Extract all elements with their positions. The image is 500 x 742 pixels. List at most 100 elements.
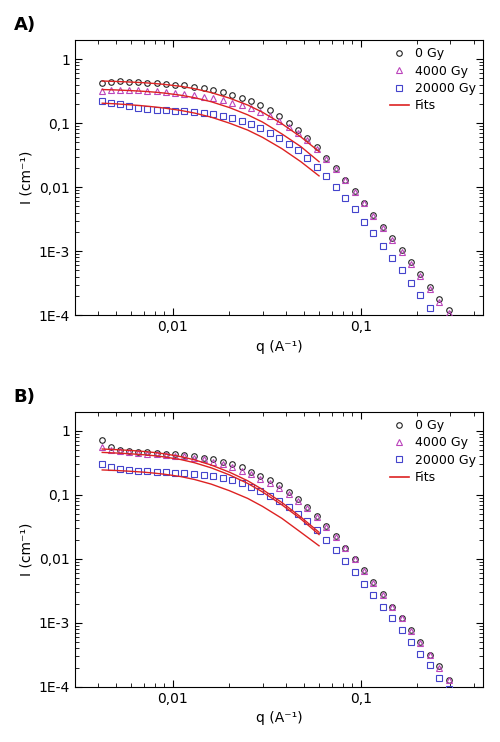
- 20000 Gy: [230, 476, 235, 485]
- 4000 Gy: [418, 638, 424, 647]
- 4000 Gy: [333, 165, 339, 174]
- 20000 Gy: [126, 102, 132, 111]
- Line: 20000 Gy: 20000 Gy: [100, 99, 470, 360]
- Line: 0 Gy: 0 Gy: [100, 437, 470, 706]
- 4000 Gy: [342, 543, 348, 552]
- 20000 Gy: [398, 626, 404, 634]
- 0 Gy: [144, 448, 150, 457]
- 0 Gy: [135, 447, 141, 456]
- 0 Gy: [398, 246, 404, 255]
- 4000 Gy: [295, 496, 301, 505]
- 0 Gy: [201, 453, 207, 462]
- 0 Gy: [389, 234, 395, 243]
- 4000 Gy: [464, 334, 470, 343]
- 0 Gy: [248, 467, 254, 476]
- 4000 Gy: [99, 86, 105, 95]
- 0 Gy: [361, 198, 367, 207]
- 0 Gy: [464, 699, 470, 708]
- Line: 4000 Gy: 4000 Gy: [100, 444, 470, 707]
- 20000 Gy: [220, 473, 226, 482]
- 20000 Gy: [333, 183, 339, 191]
- 20000 Gy: [154, 467, 160, 476]
- 0 Gy: [380, 223, 386, 232]
- 20000 Gy: [220, 111, 226, 120]
- 4000 Gy: [380, 223, 386, 232]
- 4000 Gy: [398, 614, 404, 623]
- 0 Gy: [108, 442, 114, 451]
- 0 Gy: [418, 637, 424, 646]
- 4000 Gy: [286, 490, 292, 499]
- 4000 Gy: [464, 700, 470, 709]
- 0 Gy: [258, 471, 264, 480]
- 0 Gy: [220, 457, 226, 466]
- 0 Gy: [295, 495, 301, 504]
- 4000 Gy: [210, 93, 216, 102]
- Line: 4000 Gy: 4000 Gy: [100, 87, 470, 341]
- 4000 Gy: [192, 453, 198, 462]
- 0 Gy: [126, 77, 132, 86]
- 20000 Gy: [361, 580, 367, 588]
- 4000 Gy: [192, 90, 198, 99]
- 20000 Gy: [398, 266, 404, 275]
- 4000 Gy: [126, 85, 132, 94]
- 0 Gy: [108, 77, 114, 86]
- 4000 Gy: [446, 308, 452, 317]
- 0 Gy: [163, 449, 169, 458]
- 4000 Gy: [126, 448, 132, 457]
- 0 Gy: [210, 455, 216, 464]
- 20000 Gy: [276, 496, 282, 505]
- 4000 Gy: [370, 579, 376, 588]
- 0 Gy: [324, 521, 330, 530]
- 20000 Gy: [172, 106, 178, 115]
- 20000 Gy: [370, 229, 376, 237]
- 0 Gy: [333, 163, 339, 172]
- 20000 Gy: [238, 116, 244, 125]
- 0 Gy: [455, 687, 461, 696]
- 4000 Gy: [314, 144, 320, 153]
- 4000 Gy: [108, 85, 114, 94]
- 4000 Gy: [172, 88, 178, 97]
- 0 Gy: [370, 211, 376, 220]
- 4000 Gy: [314, 513, 320, 522]
- 20000 Gy: [267, 128, 273, 137]
- 20000 Gy: [182, 107, 188, 116]
- 20000 Gy: [99, 96, 105, 105]
- 4000 Gy: [220, 460, 226, 469]
- Y-axis label: I (cm⁻¹): I (cm⁻¹): [19, 522, 33, 576]
- 4000 Gy: [99, 443, 105, 452]
- 4000 Gy: [436, 663, 442, 672]
- 4000 Gy: [144, 86, 150, 95]
- 4000 Gy: [116, 85, 122, 94]
- Line: 0 Gy: 0 Gy: [100, 79, 470, 338]
- 20000 Gy: [352, 205, 358, 214]
- 0 Gy: [192, 82, 198, 91]
- 4000 Gy: [455, 321, 461, 330]
- 0 Gy: [286, 487, 292, 496]
- 20000 Gy: [304, 516, 310, 525]
- 0 Gy: [258, 101, 264, 110]
- 4000 Gy: [427, 284, 433, 293]
- 0 Gy: [464, 331, 470, 340]
- Legend: 0 Gy, 4000 Gy, 20000 Gy, Fits: 0 Gy, 4000 Gy, 20000 Gy, Fits: [385, 414, 481, 489]
- 0 Gy: [446, 675, 452, 684]
- 0 Gy: [276, 111, 282, 120]
- 4000 Gy: [361, 199, 367, 208]
- 0 Gy: [276, 481, 282, 490]
- 0 Gy: [389, 602, 395, 611]
- Text: A): A): [14, 16, 36, 34]
- 4000 Gy: [276, 484, 282, 493]
- 4000 Gy: [144, 449, 150, 458]
- 20000 Gy: [455, 340, 461, 349]
- 0 Gy: [126, 447, 132, 456]
- 4000 Gy: [276, 116, 282, 125]
- 20000 Gy: [361, 217, 367, 226]
- 20000 Gy: [248, 120, 254, 129]
- 4000 Gy: [154, 450, 160, 459]
- 20000 Gy: [427, 660, 433, 669]
- 4000 Gy: [408, 626, 414, 635]
- 0 Gy: [408, 626, 414, 634]
- 4000 Gy: [258, 474, 264, 483]
- 0 Gy: [154, 449, 160, 458]
- 20000 Gy: [126, 465, 132, 474]
- 4000 Gy: [116, 447, 122, 456]
